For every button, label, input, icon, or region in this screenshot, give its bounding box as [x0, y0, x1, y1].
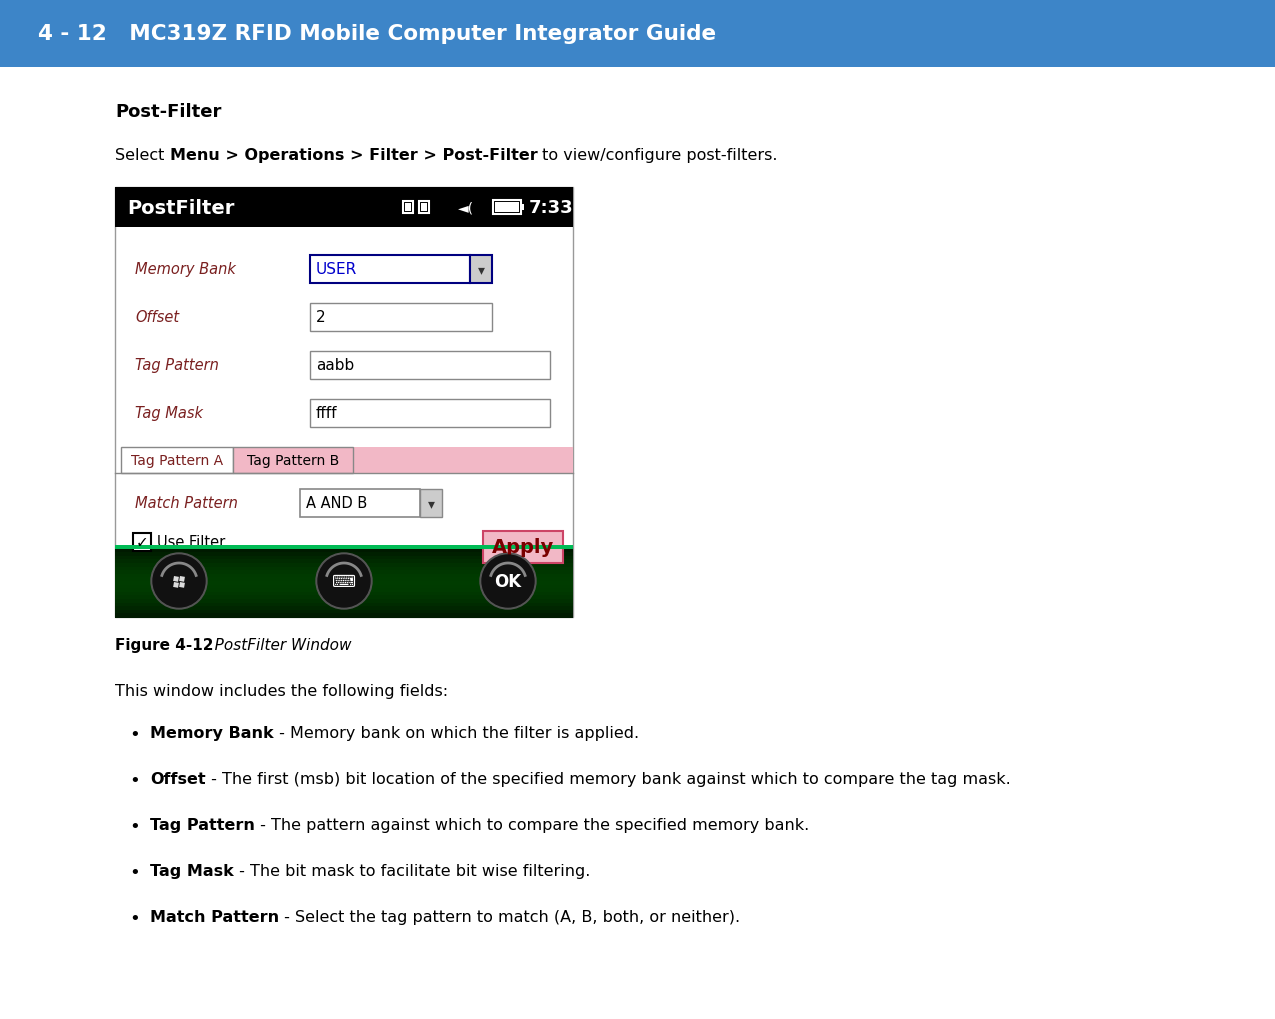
Text: Memory Bank: Memory Bank [135, 262, 236, 277]
Bar [115, 556, 572, 560]
Bar [115, 589, 572, 593]
Bar [421, 204, 427, 212]
Bar [173, 583, 178, 588]
Bar [310, 352, 550, 380]
Text: - The first (msb) bit location of the specified memory bank against which to com: - The first (msb) bit location of the sp… [205, 771, 1010, 787]
Bar [115, 603, 572, 607]
Bar [115, 578, 572, 583]
Bar [233, 447, 353, 474]
Text: aabb: aabb [316, 358, 354, 373]
Text: This window includes the following fields:: This window includes the following field… [115, 684, 448, 698]
Text: Tag Pattern A: Tag Pattern A [131, 453, 223, 468]
Text: PostFilter: PostFilter [128, 199, 235, 217]
Text: Figure 4-12: Figure 4-12 [115, 637, 213, 652]
Bar [495, 203, 519, 213]
Bar [115, 606, 572, 611]
Text: A AND B: A AND B [306, 496, 367, 511]
Bar [115, 545, 572, 550]
Text: ✓: ✓ [135, 535, 148, 550]
Text: Offset: Offset [150, 771, 205, 787]
Text: - Memory bank on which the filter is applied.: - Memory bank on which the filter is app… [274, 726, 639, 740]
Bar [179, 577, 185, 582]
Text: USER: USER [316, 262, 357, 277]
Bar [521, 205, 524, 211]
Bar [115, 585, 572, 590]
Text: •: • [130, 771, 140, 790]
Bar [173, 577, 178, 582]
Bar [493, 201, 521, 215]
Bar [115, 187, 572, 618]
Circle shape [479, 553, 536, 609]
Text: Memory Bank: Memory Bank [150, 726, 274, 740]
Text: - Select the tag pattern to match (A, B, both, or neither).: - Select the tag pattern to match (A, B,… [279, 909, 741, 924]
Bar [115, 564, 572, 568]
Bar [470, 256, 492, 283]
Text: Tag Pattern: Tag Pattern [150, 817, 255, 833]
Text: Offset: Offset [135, 310, 179, 325]
Text: Tag Mask: Tag Mask [150, 863, 233, 878]
Bar [419, 202, 428, 214]
Bar [115, 582, 572, 586]
Text: Match Pattern: Match Pattern [135, 496, 238, 511]
Text: Menu > Operations > Filter > Post-Filter: Menu > Operations > Filter > Post-Filter [170, 148, 537, 163]
Text: - The bit mask to facilitate bit wise filtering.: - The bit mask to facilitate bit wise fi… [233, 863, 590, 878]
Bar [115, 187, 572, 228]
Circle shape [153, 555, 205, 607]
Circle shape [150, 553, 207, 609]
Text: •: • [130, 726, 140, 743]
Bar [115, 592, 572, 597]
Text: ▾: ▾ [478, 263, 484, 277]
Bar [0, 0, 1275, 68]
Text: Tag Mask: Tag Mask [135, 407, 203, 421]
Text: 4 - 12   MC319Z RFID Mobile Computer Integrator Guide: 4 - 12 MC319Z RFID Mobile Computer Integ… [38, 24, 717, 44]
Text: Apply: Apply [492, 538, 555, 557]
Bar [353, 447, 572, 474]
Text: PostFilter Window: PostFilter Window [200, 637, 352, 652]
Bar [115, 613, 572, 619]
Bar [115, 575, 572, 579]
Text: ffff: ffff [316, 407, 338, 421]
Bar [115, 610, 572, 614]
Circle shape [316, 553, 372, 609]
Text: Select: Select [115, 148, 170, 163]
Bar [115, 549, 572, 553]
Text: Tag Pattern: Tag Pattern [135, 358, 219, 373]
Bar [115, 545, 572, 549]
Text: 7:33: 7:33 [529, 199, 574, 217]
Text: ▾: ▾ [427, 496, 435, 511]
Bar [115, 552, 572, 557]
Bar [115, 599, 572, 604]
Bar [115, 596, 572, 600]
Text: Tag Pattern B: Tag Pattern B [247, 453, 339, 468]
Bar [310, 256, 470, 283]
Bar [419, 489, 442, 518]
Bar [403, 202, 413, 214]
Circle shape [482, 555, 534, 607]
Text: •: • [130, 909, 140, 927]
Text: Post-Filter: Post-Filter [115, 103, 222, 121]
Bar [310, 399, 550, 428]
Circle shape [317, 555, 370, 607]
Bar [115, 571, 572, 576]
Bar [310, 304, 492, 331]
Text: Match Pattern: Match Pattern [150, 909, 279, 924]
Text: •: • [130, 817, 140, 836]
Bar [115, 559, 572, 565]
Text: to view/configure post-filters.: to view/configure post-filters. [537, 148, 778, 163]
Text: - The pattern against which to compare the specified memory bank.: - The pattern against which to compare t… [255, 817, 810, 833]
Text: •: • [130, 863, 140, 881]
Bar [300, 489, 419, 518]
Bar [115, 567, 572, 572]
Text: Use Filter: Use Filter [157, 535, 226, 550]
Bar [133, 534, 150, 551]
Bar [179, 583, 185, 588]
Text: OK: OK [495, 573, 521, 590]
Bar [483, 532, 564, 564]
Bar [405, 204, 411, 212]
Text: ⌨: ⌨ [332, 573, 356, 590]
Text: 2: 2 [316, 310, 325, 325]
Text: ◄(: ◄( [458, 201, 474, 215]
Bar [121, 447, 233, 474]
